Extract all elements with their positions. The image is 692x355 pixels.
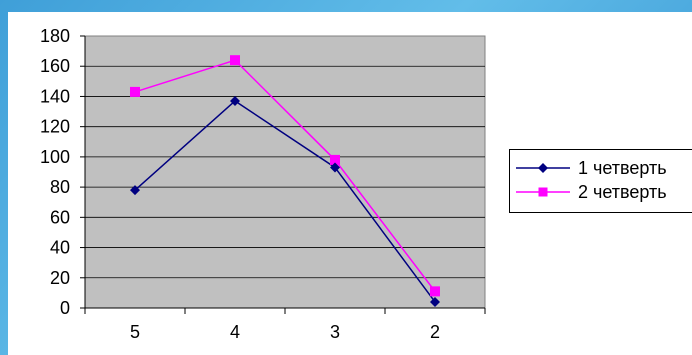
series-1-point-4	[230, 95, 240, 106]
y-tick-label-140: 140	[40, 86, 70, 106]
line-chart: 0 20 40 60 80 100 120 140 160 180 5 4 3 2	[40, 26, 486, 342]
series-2-point-2	[430, 286, 440, 297]
y-tick-label-40: 40	[50, 238, 70, 258]
y-tick-label-160: 160	[40, 56, 70, 76]
y-tick-label-100: 100	[40, 147, 70, 167]
axes: 0 20 40 60 80 100 120 140 160 180 5 4 3 2	[40, 26, 486, 342]
legend-swatch-series-2	[516, 187, 570, 197]
x-tick-label-5: 5	[130, 322, 140, 342]
y-tick-label-20: 20	[50, 268, 70, 288]
y-tick-label-0: 0	[60, 298, 70, 318]
chart-area: 0 20 40 60 80 100 120 140 160 180 5 4 3 2 1 четверть …	[8, 12, 692, 355]
y-tick-label-60: 60	[50, 207, 70, 227]
x-tick-label-3: 3	[330, 322, 340, 342]
series-line-1	[134, 100, 436, 303]
series-2-point-3	[330, 154, 340, 165]
series-1-point-5	[130, 185, 140, 196]
y-tick-label-120: 120	[40, 117, 70, 137]
series-2-point-4	[230, 55, 240, 66]
series-1-point-2	[430, 296, 440, 307]
y-tick-label-180: 180	[40, 26, 70, 46]
x-tick-label-4: 4	[230, 322, 240, 342]
legend-item-series-1: 1 четверть	[516, 156, 692, 180]
series-line-2	[134, 59, 436, 292]
gridlines	[85, 65, 485, 279]
legend: 1 четверть 2 четверть	[509, 149, 692, 213]
series-2-point-5	[130, 86, 140, 97]
y-tick-label-80: 80	[50, 177, 70, 197]
series-1-point-3	[330, 162, 340, 173]
legend-label-series-1: 1 четверть	[578, 157, 667, 178]
x-tick-label-2: 2	[430, 322, 440, 342]
series	[130, 55, 440, 307]
plot-area	[84, 35, 486, 309]
legend-item-series-2: 2 четверть	[516, 180, 692, 204]
legend-swatch-series-1	[516, 163, 570, 173]
legend-label-series-2: 2 четверть	[578, 181, 667, 202]
